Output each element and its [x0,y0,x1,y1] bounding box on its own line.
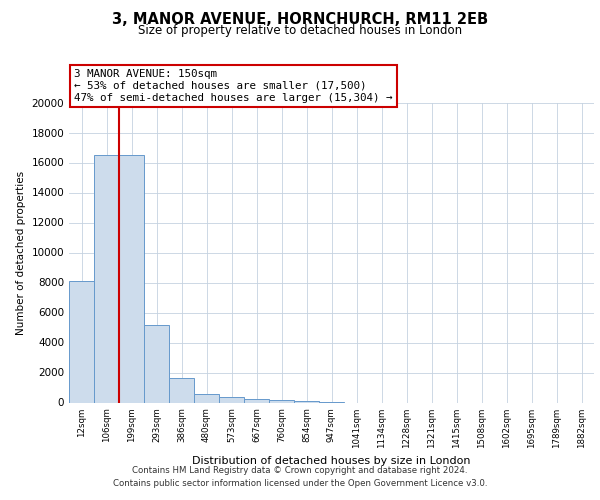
Bar [69,281,94,402]
Text: 3, MANOR AVENUE, HORNCHURCH, RM11 2EB: 3, MANOR AVENUE, HORNCHURCH, RM11 2EB [112,12,488,28]
Bar [269,400,294,402]
Text: Contains HM Land Registry data © Crown copyright and database right 2024.
Contai: Contains HM Land Registry data © Crown c… [113,466,487,487]
Bar [244,399,269,402]
Bar [194,394,219,402]
Bar [294,401,319,402]
Bar [169,378,194,402]
Bar [94,155,119,402]
Text: Size of property relative to detached houses in London: Size of property relative to detached ho… [138,24,462,37]
Text: 3 MANOR AVENUE: 150sqm
← 53% of detached houses are smaller (17,500)
47% of semi: 3 MANOR AVENUE: 150sqm ← 53% of detached… [74,70,393,102]
Bar [119,155,144,402]
Y-axis label: Number of detached properties: Number of detached properties [16,170,26,334]
X-axis label: Distribution of detached houses by size in London: Distribution of detached houses by size … [192,456,471,466]
Bar [219,397,244,402]
Bar [144,324,169,402]
